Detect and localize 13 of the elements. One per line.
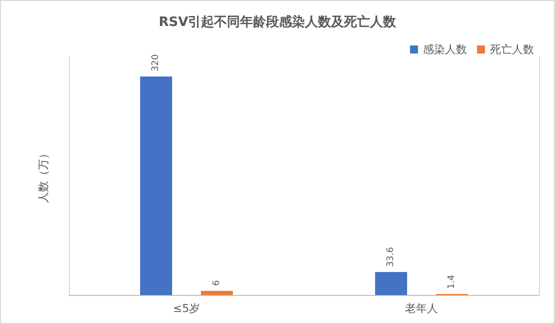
bar xyxy=(375,272,408,295)
legend-label: 感染人数 xyxy=(423,43,467,56)
y-axis-title: 人数（万） xyxy=(37,148,50,203)
bar xyxy=(140,76,172,295)
data-label: 33.6 xyxy=(386,246,396,268)
data-label: 6 xyxy=(212,280,222,286)
data-label: 1.4 xyxy=(446,274,457,290)
data-label: 320 xyxy=(151,54,162,72)
chart-title: RSV引起不同年龄段感染人数及死亡人数 xyxy=(158,14,398,30)
bar xyxy=(200,290,233,295)
x-tick-label: 老年人 xyxy=(405,302,438,315)
legend-label: 死亡人数 xyxy=(490,43,534,56)
x-tick-label: ≤5岁 xyxy=(172,302,200,315)
